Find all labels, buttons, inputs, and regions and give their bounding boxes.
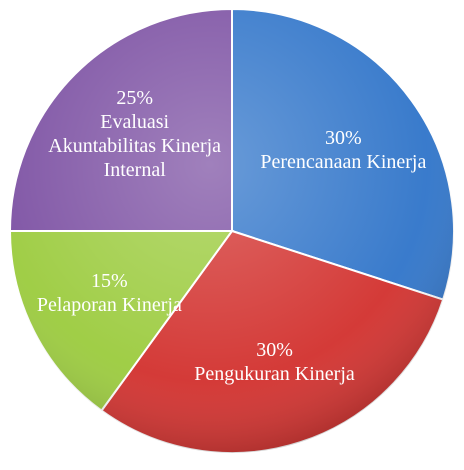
category-label: Evaluasi Akuntabilitas Kinerja Internal: [48, 110, 222, 181]
label-box: 15% Pelaporan Kinerja: [19, 238, 199, 348]
slice-label: 30%Perencanaan Kinerja: [253, 95, 433, 205]
value-label: 30%: [325, 127, 362, 150]
category-label: Pengukuran Kinerja: [194, 362, 355, 385]
value-label: 30%: [256, 338, 293, 361]
slice-label: 25%Evaluasi Akuntabilitas Kinerja Intern…: [45, 79, 225, 189]
slice-label: 15%Pelaporan Kinerja: [19, 238, 199, 348]
slice-label: 30%Pengukuran Kinerja: [185, 307, 365, 417]
label-box: 30% Pengukuran Kinerja: [185, 307, 365, 417]
value-label: 25%: [116, 86, 153, 109]
category-label: Pelaporan Kinerja: [36, 294, 182, 317]
label-box: 25% Evaluasi Akuntabilitas Kinerja Intern…: [45, 79, 225, 189]
value-label: 15%: [91, 270, 128, 293]
label-box: 30% Perencanaan Kinerja: [253, 95, 433, 205]
category-label: Perencanaan Kinerja: [260, 151, 427, 174]
